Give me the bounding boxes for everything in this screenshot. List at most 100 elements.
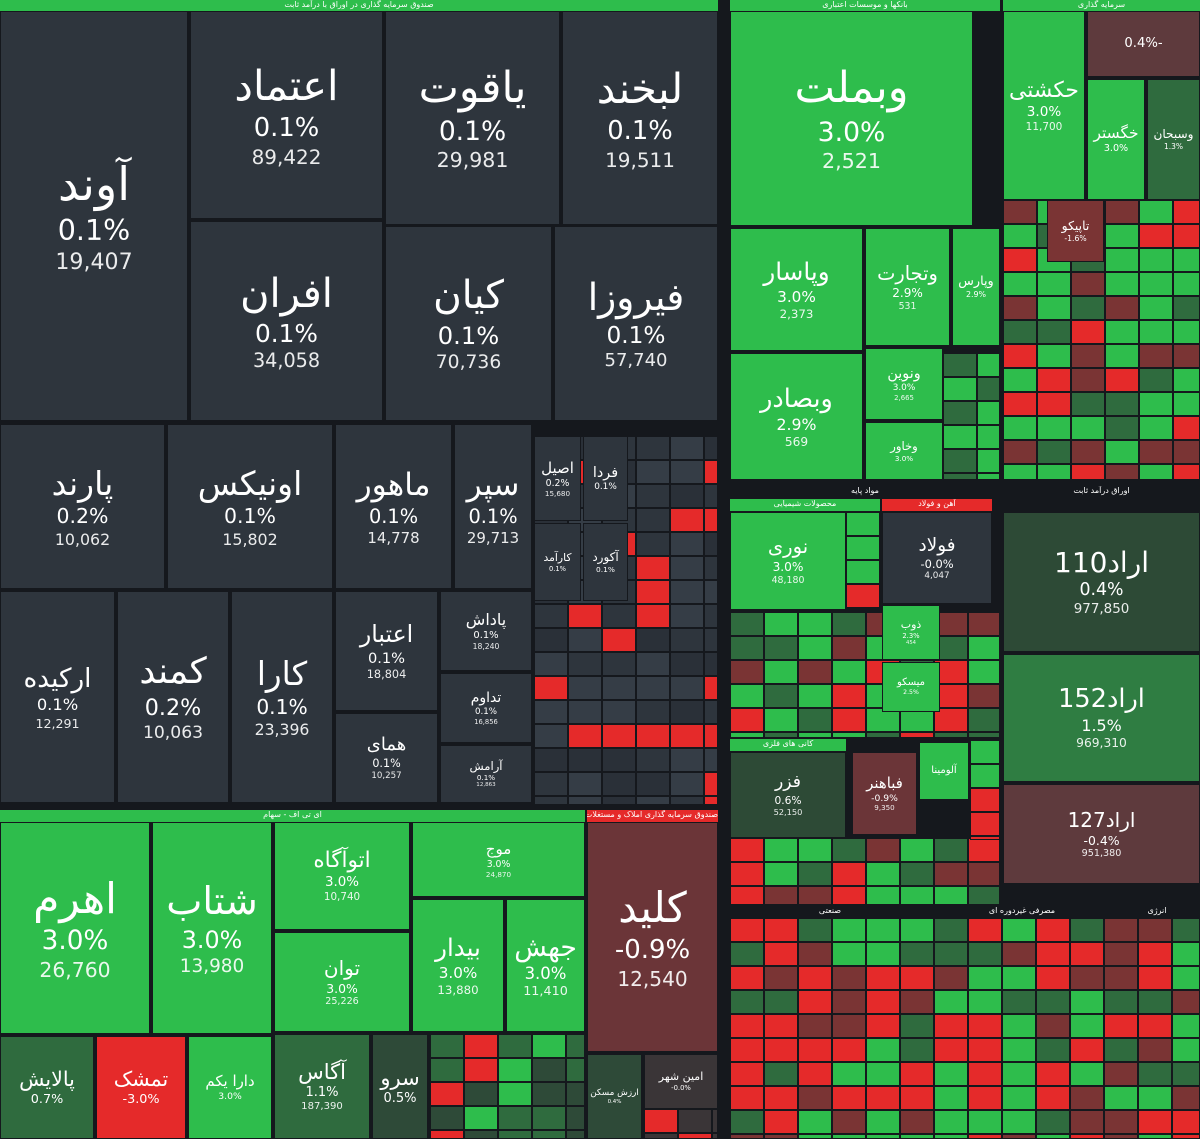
filler-cell (532, 1034, 566, 1058)
tile-volume: 57,740 (604, 350, 668, 372)
tile[interactable]: اهرم 3.0% 26,760 (0, 822, 150, 1034)
tile[interactable]: ونوین 3.0% 2,665 (865, 348, 943, 420)
filler-cell (798, 732, 832, 738)
tile-name: جهش (514, 931, 577, 963)
filler-cell (1036, 990, 1070, 1014)
filler-cell (1003, 296, 1037, 320)
tile[interactable]: ذوب 2.3% 454 (882, 605, 940, 660)
filler-cell (1002, 1110, 1036, 1134)
tile[interactable]: وپارس 2.9% (952, 228, 1000, 346)
filler-cell (1105, 200, 1139, 224)
tile[interactable]: بیدار 3.0% 13,880 (412, 899, 504, 1032)
tile[interactable]: سرو 0.5% (372, 1034, 428, 1139)
tile[interactable]: تاپیکو -1.6% (1047, 200, 1104, 262)
filler-cell (764, 684, 798, 708)
tile[interactable]: موج 3.0% 24,870 (412, 822, 585, 897)
filler-cell (798, 708, 832, 732)
tile[interactable]: فباهنر -0.9% 9,350 (852, 752, 917, 835)
tile-name: شتاب (166, 878, 258, 924)
filler-cell (1172, 1038, 1200, 1062)
tile[interactable]: اعتبار 0.1% 18,804 (335, 591, 438, 711)
filler-cell (1036, 1014, 1070, 1038)
tile[interactable]: کلید -0.9% 12,540 (587, 822, 718, 1052)
filler-cell (764, 942, 798, 966)
tile[interactable]: فیروزا 0.1% 57,740 (554, 226, 718, 421)
tile[interactable]: امین شهر -0.0% (644, 1054, 718, 1109)
tile[interactable]: وپاسار 3.0% 2,373 (730, 228, 863, 351)
tile-volume: 12,540 (617, 966, 688, 991)
tile[interactable]: وتجارت 2.9% 531 (865, 228, 950, 346)
tile[interactable]: اراد110 0.4% 977,850 (1003, 512, 1200, 652)
tile[interactable]: سپر 0.1% 29,713 (454, 424, 532, 589)
tile[interactable]: جهش 3.0% 11,410 (506, 899, 585, 1032)
tile[interactable]: پاداش 0.1% 18,240 (440, 591, 532, 671)
filler-cell (1036, 1134, 1070, 1139)
filler-cell (934, 966, 968, 990)
filler-cell (798, 1038, 832, 1062)
tile[interactable]: ارکیده 0.1% 12,291 (0, 591, 115, 803)
tile[interactable]: وبصادر 2.9% 569 (730, 353, 863, 480)
tile-volume: 11,700 (1025, 121, 1063, 134)
filler-cell (968, 918, 1002, 942)
tile[interactable]: اصیل 0.2% 15,680 (534, 436, 581, 521)
tile[interactable]: فزر 0.6% 52,150 (730, 752, 846, 838)
tile-volume: 10,063 (142, 722, 204, 743)
tile[interactable]: پالایش 0.7% (0, 1036, 94, 1139)
filler-cell (1105, 272, 1139, 296)
tile[interactable]: دارا یکم 3.0% (188, 1036, 272, 1139)
tile[interactable]: آگاس 1.1% 187,390 (274, 1034, 370, 1139)
tile[interactable]: اعتماد 0.1% 89,422 (190, 11, 383, 219)
filler-cell (1036, 1110, 1070, 1134)
filler-cell (636, 748, 670, 772)
filler-cell (464, 1082, 498, 1106)
tile[interactable]: توان 3.0% 25,226 (274, 932, 410, 1032)
filler-cell (764, 990, 798, 1014)
tile[interactable]: وسبحان 1.3% (1147, 79, 1200, 200)
tile[interactable]: وخاور 3.0% (865, 422, 943, 480)
tile[interactable]: افران 0.1% 34,058 (190, 221, 383, 421)
filler-cell (1139, 320, 1173, 344)
filler-cell (1172, 1062, 1200, 1086)
tile[interactable]: کیان 0.1% 70,736 (385, 226, 552, 421)
filler-cell (1037, 296, 1071, 320)
tile-change: 0.1% (368, 504, 419, 528)
tile[interactable]: همای 0.1% 10,257 (335, 713, 438, 803)
tile[interactable]: آرامش 0.1% 12,863 (440, 745, 532, 803)
tile[interactable]: نوری 3.0% 48,180 (730, 512, 846, 610)
tile[interactable]: ارزش مسکن 0.4% (587, 1054, 642, 1139)
tile[interactable]: آوند 0.1% 19,407 (0, 11, 188, 421)
tile[interactable]: اراد127 -0.4% 951,380 (1003, 784, 1200, 884)
tile[interactable]: فولاد -0.0% 4,047 (882, 512, 992, 604)
tile[interactable]: اونیکس 0.1% 15,802 (167, 424, 333, 589)
filler-cell (1173, 224, 1200, 248)
tile[interactable]: تداوم 0.1% 16,856 (440, 673, 532, 743)
tile[interactable]: اتوآگاه 3.0% 10,740 (274, 822, 410, 930)
filler-cell (764, 886, 798, 905)
filler-cell (1139, 464, 1173, 480)
tile[interactable]: -0.4% (1087, 11, 1200, 77)
tile[interactable]: پارند 0.2% 10,062 (0, 424, 165, 589)
filler-cell (832, 942, 866, 966)
filler-cell (1003, 248, 1037, 272)
tile[interactable]: شتاب 3.0% 13,980 (152, 822, 272, 1034)
tile[interactable]: وبملت 3.0% 2,521 (730, 11, 973, 226)
tile[interactable]: یاقوت 0.1% 29,981 (385, 11, 560, 225)
tile[interactable]: حکشتی 3.0% 11,700 (1003, 11, 1085, 200)
tile[interactable]: کمند 0.2% 10,063 (117, 591, 229, 803)
tile-change: 3.0% (486, 858, 511, 870)
tile[interactable]: فردا 0.1% (583, 436, 628, 521)
filler-cell (866, 918, 900, 942)
tile[interactable]: میسکو 2.5% (882, 662, 940, 712)
tile[interactable]: ماهور 0.1% 14,778 (335, 424, 452, 589)
tile-volume: 26,760 (39, 958, 111, 983)
tile[interactable]: آکورد 0.1% (583, 523, 628, 601)
filler-cell (832, 1110, 866, 1134)
tile[interactable]: خگستر 3.0% (1087, 79, 1145, 200)
tile[interactable]: تمشک -3.0% (96, 1036, 186, 1139)
tile[interactable]: لبخند 0.1% 19,511 (562, 11, 718, 225)
tile[interactable]: کارآمد 0.1% (534, 523, 581, 601)
tile[interactable]: آلومینا (919, 742, 969, 800)
tile[interactable]: کارا 0.1% 23,396 (231, 591, 333, 803)
filler-cell (900, 886, 934, 905)
tile[interactable]: اراد152 1.5% 969,310 (1003, 654, 1200, 782)
